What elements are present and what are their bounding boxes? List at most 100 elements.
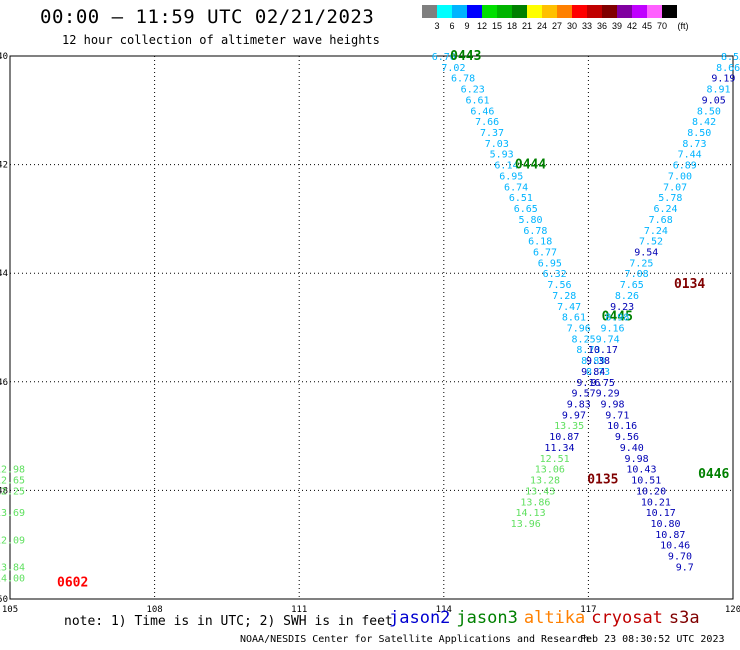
swh-value: 9.57: [572, 389, 596, 400]
colorbar-swatch: [662, 5, 677, 18]
colorbar-tick: 33: [581, 21, 593, 31]
satellite-legend: jason2 jason3 altika cryosat s3a: [389, 608, 706, 628]
swh-value: 9.16: [600, 324, 624, 335]
swh-value: 6.95: [538, 258, 562, 269]
colorbar-swatch: [647, 5, 662, 18]
swh-value: 13.06: [535, 465, 565, 476]
satellite-legend-entry: s3a: [668, 608, 700, 628]
swh-value: 7.44: [678, 150, 702, 161]
colorbar-tick: 42: [626, 21, 638, 31]
colorbar-tick: 39: [611, 21, 623, 31]
swh-value: 8.91: [706, 85, 730, 96]
swh-value: 6.24: [653, 204, 677, 215]
satellite-legend-entry: jason3: [456, 608, 518, 628]
colorbar-swatch: [422, 5, 437, 18]
swh-value: 10.20: [636, 486, 666, 497]
track-time-label: 0135: [587, 473, 618, 488]
swh-value: 8.55: [721, 52, 740, 63]
swh-value: 9.40: [620, 443, 644, 454]
swh-value: 6.78: [523, 226, 547, 237]
swh-value: 9.75: [591, 378, 615, 389]
colorbar-tick: 36: [596, 21, 608, 31]
track-time-label: 0443: [450, 49, 481, 64]
swh-value: 10.17: [588, 345, 618, 356]
swh-value: 9.16: [576, 378, 600, 389]
swh-value: 6.78: [451, 74, 475, 85]
swh-value: 8.89: [581, 356, 605, 367]
swh-value: 8.66: [716, 63, 740, 74]
swh-value: 7.07: [663, 182, 687, 193]
colorbar-tick: 27: [551, 21, 563, 31]
swh-value: 13.86: [520, 497, 550, 508]
swh-value: 10.80: [650, 519, 680, 530]
map-subtitle: 12 hour collection of altimeter wave hei…: [62, 33, 380, 47]
swh-value: 8.98: [605, 313, 629, 324]
swh-value: 9.23: [610, 302, 634, 313]
satellite-legend-entry: altika: [523, 608, 586, 628]
swh-value: 6.61: [465, 95, 489, 106]
swh-value: 10.46: [660, 541, 690, 552]
swh-value: 6.74: [504, 182, 528, 193]
colorbar-swatch: [542, 5, 557, 18]
colorbar-swatch: [452, 5, 467, 18]
colorbar-tick: (ft): [677, 21, 689, 31]
colorbar-tick: 24: [536, 21, 548, 31]
y-tick-label: -44: [0, 269, 8, 279]
colorbar-swatch: [602, 5, 617, 18]
x-tick-label: 111: [291, 605, 307, 615]
swh-value: 10.21: [641, 497, 671, 508]
track-time-label: 0446: [698, 467, 729, 482]
swh-value: 7.08: [625, 269, 649, 280]
swh-value: 9.74: [596, 334, 620, 345]
swh-value: 7.47: [557, 302, 581, 313]
swh-value: 6.51: [509, 193, 533, 204]
y-tick-label: -40: [0, 52, 8, 62]
swh-value: 10.87: [549, 432, 579, 443]
swh-value: 8.50: [687, 128, 711, 139]
swh-value: 8.25: [572, 334, 596, 345]
swh-value: 9.38: [586, 356, 610, 367]
swh-value: 11.34: [544, 443, 574, 454]
swh-value: 7.56: [547, 280, 571, 291]
colorbar-swatch: [587, 5, 602, 18]
swh-value: 9.19: [711, 74, 735, 85]
map-frame: [9, 55, 734, 600]
colorbar-tick: 18: [506, 21, 518, 31]
y-tick-label: -46: [0, 378, 8, 388]
swh-value: 9.7: [676, 562, 694, 573]
colorbar-swatch: [557, 5, 572, 18]
x-tick-label: 120: [725, 605, 740, 615]
colorbar-tick: 21: [521, 21, 533, 31]
swh-value: 8.61: [562, 313, 586, 324]
swh-value: 10.51: [631, 476, 661, 487]
swh-value: 13.35: [554, 421, 584, 432]
colorbar-tick: 45: [641, 21, 653, 31]
y-tick-label: -48: [0, 486, 8, 496]
colorbar-swatch: [632, 5, 647, 18]
swh-value: 7.68: [649, 215, 673, 226]
swh-value: 14.13: [516, 508, 546, 519]
swh-value: 10.17: [646, 508, 676, 519]
swh-value: 8.50: [697, 106, 721, 117]
credit-line: NOAA/NESDIS Center for Satellite Applica…: [240, 634, 590, 645]
colorbar-swatch: [437, 5, 452, 18]
swh-value: 9.54: [634, 247, 658, 258]
swh-value: 5.80: [519, 215, 543, 226]
swh-value: 12.65: [0, 476, 25, 487]
map-title: 00:00 – 11:59 UTC 02/21/2023: [40, 6, 375, 28]
y-tick-label: -42: [0, 161, 8, 171]
swh-value: 10.43: [626, 465, 656, 476]
swh-value: 7.02: [441, 63, 465, 74]
colorbar-swatch: [497, 5, 512, 18]
swh-value: 6.65: [514, 204, 538, 215]
colorbar-tick: 12: [476, 21, 488, 31]
swh-value: 6.89: [673, 161, 697, 172]
swh-value: 7.28: [552, 291, 576, 302]
swh-value: 10.87: [655, 530, 685, 541]
swh-value: 5.78: [658, 193, 682, 204]
swh-value: 12.98: [0, 465, 25, 476]
swh-value: 6.32: [543, 269, 567, 280]
colorbar-swatch: [512, 5, 527, 18]
swh-value: 7.52: [639, 237, 663, 248]
